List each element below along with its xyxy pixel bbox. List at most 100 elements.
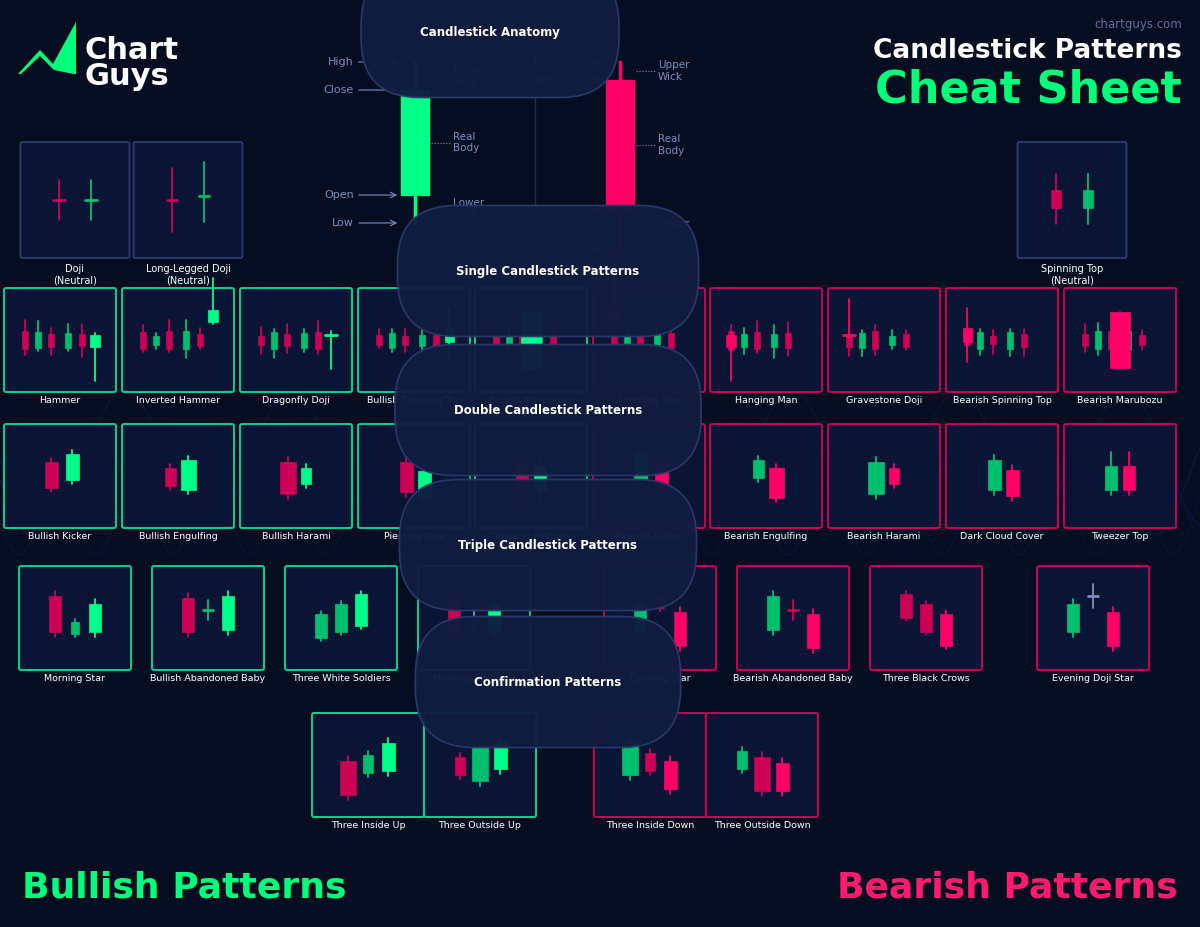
Bar xyxy=(389,333,395,348)
Bar xyxy=(222,596,234,630)
Bar xyxy=(726,335,736,347)
Bar xyxy=(606,80,634,210)
Text: Dark Cloud Cover: Dark Cloud Cover xyxy=(960,532,1044,541)
Bar xyxy=(808,614,818,648)
Bar xyxy=(772,334,778,347)
Bar xyxy=(668,333,674,348)
Text: Double Candlestick Patterns: Double Candlestick Patterns xyxy=(454,403,642,416)
Bar xyxy=(364,755,373,773)
Bar xyxy=(1108,331,1114,349)
Bar xyxy=(22,331,28,349)
Bar xyxy=(401,90,430,195)
Bar xyxy=(610,308,619,318)
Bar xyxy=(182,331,190,349)
Bar xyxy=(752,460,763,478)
Bar xyxy=(1051,190,1061,208)
Bar xyxy=(400,462,413,492)
Text: High: High xyxy=(329,57,354,67)
Bar xyxy=(611,336,617,345)
FancyBboxPatch shape xyxy=(706,713,818,817)
Bar xyxy=(859,333,865,348)
Text: Cheat Sheet: Cheat Sheet xyxy=(875,68,1182,111)
Text: Three Outside Up: Three Outside Up xyxy=(438,821,522,830)
Polygon shape xyxy=(18,22,76,74)
Bar xyxy=(154,336,158,345)
Bar xyxy=(904,334,910,347)
Bar xyxy=(775,763,788,791)
Bar xyxy=(48,334,54,347)
Bar xyxy=(472,747,488,781)
Bar xyxy=(637,333,643,348)
Text: Single Candlestick Patterns: Single Candlestick Patterns xyxy=(456,264,640,277)
Bar xyxy=(166,331,172,349)
Text: Inverted Hammer: Inverted Hammer xyxy=(136,396,220,405)
Text: Morning Star: Morning Star xyxy=(44,674,106,683)
Text: Bearish Harami: Bearish Harami xyxy=(847,532,920,541)
Bar xyxy=(90,335,100,347)
Bar xyxy=(900,594,912,618)
FancyBboxPatch shape xyxy=(20,142,130,258)
Bar xyxy=(977,332,983,349)
Bar xyxy=(197,334,203,346)
Text: Low: Low xyxy=(332,218,354,228)
Text: Lower
Wick: Lower Wick xyxy=(454,198,485,220)
Text: Bullish Abandoned Baby: Bullish Abandoned Baby xyxy=(150,674,265,683)
Bar xyxy=(488,604,500,632)
Text: Bearish Marubozu: Bearish Marubozu xyxy=(1078,396,1163,405)
FancyBboxPatch shape xyxy=(475,288,587,392)
FancyBboxPatch shape xyxy=(240,424,352,528)
FancyBboxPatch shape xyxy=(710,424,822,528)
Bar xyxy=(1082,334,1088,346)
Bar xyxy=(889,468,899,484)
Text: Dragonfly Doji: Dragonfly Doji xyxy=(262,396,330,405)
Text: Hanging Man: Hanging Man xyxy=(734,396,797,405)
Bar xyxy=(418,471,431,497)
Bar xyxy=(550,331,556,349)
Bar xyxy=(754,332,760,349)
Bar xyxy=(634,454,647,480)
FancyBboxPatch shape xyxy=(1064,288,1176,392)
Bar xyxy=(89,604,101,632)
Bar xyxy=(872,331,878,349)
Bar xyxy=(962,328,972,342)
Bar xyxy=(271,332,277,349)
FancyBboxPatch shape xyxy=(828,288,940,392)
Bar xyxy=(182,598,194,632)
Bar xyxy=(742,334,746,347)
Bar xyxy=(382,743,395,771)
Bar xyxy=(1084,190,1093,208)
Text: Bearish Kicker: Bearish Kicker xyxy=(616,532,683,541)
Bar xyxy=(1096,331,1102,349)
Bar xyxy=(493,741,506,769)
Bar xyxy=(335,604,347,632)
Bar xyxy=(433,335,439,346)
FancyBboxPatch shape xyxy=(593,424,706,528)
Bar xyxy=(1006,470,1019,496)
Bar xyxy=(737,751,746,769)
Bar xyxy=(376,335,382,345)
FancyBboxPatch shape xyxy=(475,424,587,528)
Bar xyxy=(1007,332,1013,349)
FancyBboxPatch shape xyxy=(286,566,397,670)
Text: Close: Close xyxy=(324,85,354,95)
FancyBboxPatch shape xyxy=(122,424,234,528)
Bar xyxy=(868,462,884,494)
FancyBboxPatch shape xyxy=(19,566,131,670)
Bar xyxy=(44,462,58,488)
Text: Piercing Line: Piercing Line xyxy=(384,532,444,541)
FancyBboxPatch shape xyxy=(593,288,706,392)
Text: Lower
Wick: Lower Wick xyxy=(658,219,689,241)
Bar xyxy=(536,335,542,345)
Text: Bullish Engulfing: Bullish Engulfing xyxy=(139,532,217,541)
Bar xyxy=(314,332,322,349)
Text: Long-Legged Doji
(Neutral): Long-Legged Doji (Neutral) xyxy=(145,264,230,286)
Text: Three Inside Down: Three Inside Down xyxy=(606,821,694,830)
Text: Spinning Top
(Neutral): Spinning Top (Neutral) xyxy=(1040,264,1103,286)
Bar xyxy=(516,466,528,490)
Polygon shape xyxy=(22,56,74,74)
Bar xyxy=(284,334,290,346)
Bar xyxy=(1126,331,1132,349)
Bar xyxy=(624,334,630,346)
FancyBboxPatch shape xyxy=(1064,424,1176,528)
Text: Three Outside Down: Three Outside Down xyxy=(714,821,810,830)
